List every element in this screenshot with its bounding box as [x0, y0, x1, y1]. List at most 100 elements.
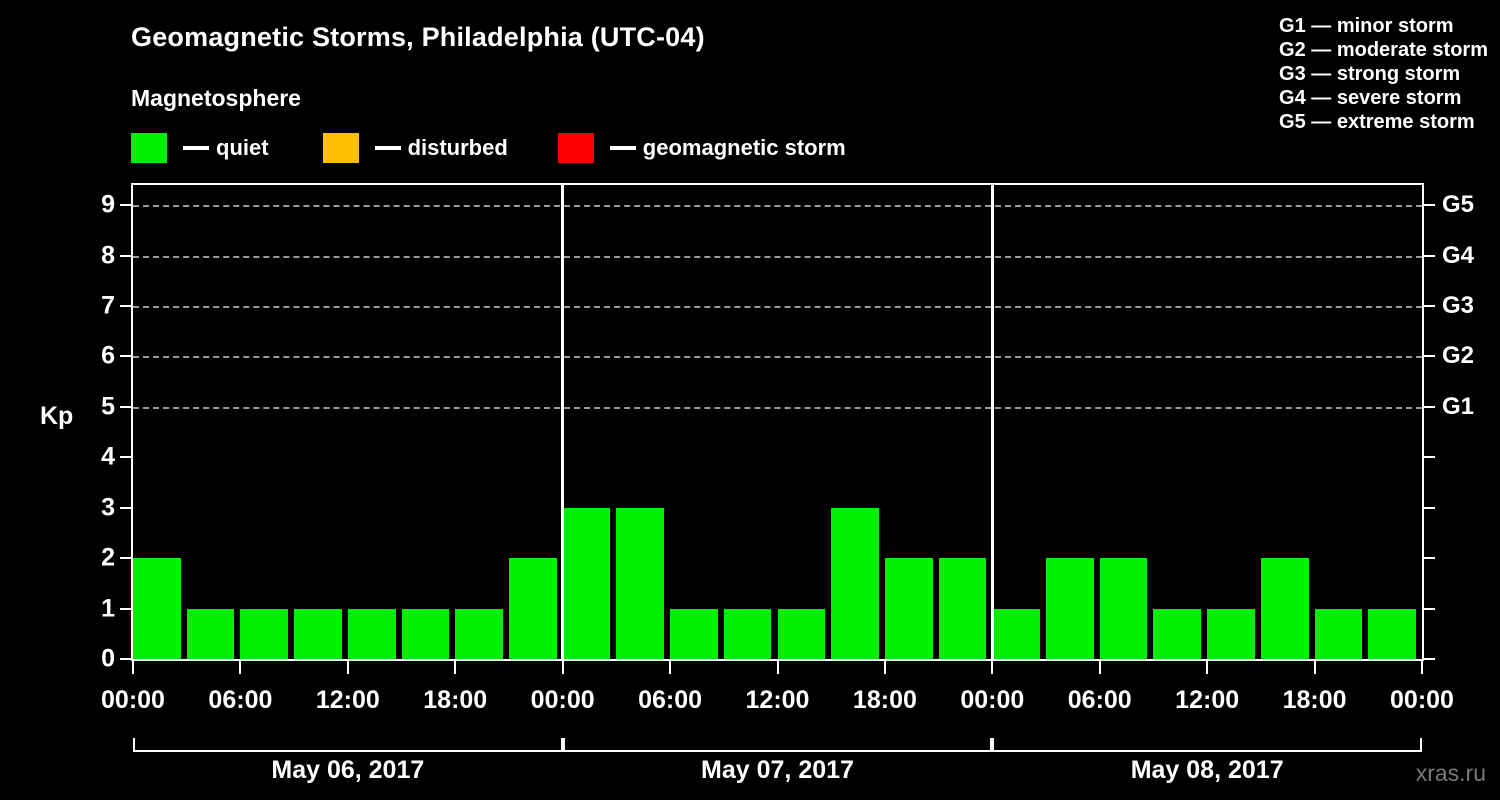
x-tick [561, 661, 564, 674]
g-legend-row-g2: G2 — moderate storm [1279, 39, 1488, 61]
bar [992, 608, 1041, 659]
day-divider [990, 185, 994, 659]
x-axis-label: 18:00 [423, 686, 488, 714]
y-tick-right [1424, 658, 1435, 660]
x-axis-label: 12:00 [745, 686, 810, 714]
y-tick [120, 355, 131, 358]
legend-label: quiet [216, 135, 269, 160]
gridline-kp-5 [133, 406, 1422, 409]
bar [1314, 608, 1363, 659]
legend-entry-disturbed: disturbed [322, 133, 508, 163]
date-bracket [562, 738, 993, 752]
y-axis-title: Kp [40, 402, 74, 430]
legend-label: geomagnetic storm [642, 135, 846, 160]
y-tick [120, 305, 131, 308]
gridline-kp-7 [133, 306, 1422, 309]
bar [884, 558, 933, 659]
x-tick [776, 661, 779, 674]
x-tick [1206, 661, 1209, 674]
y-axis-label-kp-2: 2 [101, 543, 115, 572]
legend-swatch-disturbed-icon [322, 133, 359, 163]
x-tick [669, 661, 672, 674]
legend-label: disturbed [407, 135, 508, 160]
y-axis-label-kp-0: 0 [101, 644, 115, 673]
gridline-kp-9 [133, 205, 1422, 208]
legend-entry-quiet: quiet [131, 133, 269, 163]
x-tick [239, 661, 242, 674]
y-tick-right [1424, 506, 1435, 509]
legend-dash-icon [183, 146, 209, 150]
g-legend-row-g3: G3 — strong storm [1279, 63, 1461, 85]
bar [455, 608, 503, 659]
g-axis-label-g2: G2 [1442, 342, 1475, 370]
date-label: May 06, 2017 [271, 756, 425, 784]
g-axis-label-g3: G3 [1442, 292, 1475, 320]
y-tick-right [1424, 456, 1435, 459]
y-axis-label-kp-6: 6 [101, 341, 115, 370]
x-tick [991, 661, 994, 674]
x-tick [1313, 661, 1316, 674]
bar [723, 608, 772, 659]
bar [240, 608, 289, 659]
y-tick [120, 254, 131, 257]
legend-entry-storm: geomagnetic storm [557, 133, 846, 163]
legend-swatch-storm-icon [557, 133, 594, 163]
g-legend-row-g5: G5 — extreme storm [1279, 111, 1475, 133]
g-axis-label-g1: G1 [1442, 392, 1475, 420]
bar [777, 608, 826, 659]
g-axis-label-g4: G4 [1442, 241, 1475, 269]
y-tick [120, 607, 131, 610]
y-tick [120, 506, 131, 509]
y-axis-label-kp-5: 5 [101, 392, 115, 421]
plot-area [131, 183, 1424, 661]
bar [831, 507, 879, 659]
legend-swatch-quiet-icon [131, 133, 167, 163]
x-axis-label: 00:00 [1390, 686, 1454, 714]
y-tick [120, 405, 131, 408]
gridline-kp-6 [133, 356, 1422, 359]
bar [1207, 608, 1255, 659]
y-axis-label-kp-1: 1 [101, 594, 115, 623]
y-tick-right [1424, 405, 1435, 408]
x-axis-label: 18:00 [1282, 686, 1347, 714]
y-tick [120, 456, 131, 459]
y-tick-right [1424, 204, 1435, 207]
bar [1046, 558, 1094, 659]
x-axis-label: 12:00 [315, 686, 380, 714]
x-tick [1098, 661, 1101, 674]
bar [938, 558, 987, 659]
bar [616, 507, 665, 659]
x-axis-label: 00:00 [101, 686, 165, 714]
y-tick-right [1424, 557, 1435, 560]
x-axis-label: 06:00 [208, 686, 273, 714]
color-legend: quiet disturbed geomagnetic storm [131, 133, 846, 163]
x-axis-label: 06:00 [638, 686, 703, 714]
bar [347, 608, 396, 659]
g-scale-legend: G1 — minor storm G2 — moderate storm G3 — … [1279, 14, 1488, 134]
date-bracket [133, 738, 563, 752]
g-legend-row-g1: G1 — minor storm [1279, 15, 1454, 37]
x-tick [1421, 661, 1423, 674]
bar [670, 608, 718, 659]
x-axis-label: 00:00 [960, 686, 1025, 714]
day-divider [561, 185, 565, 659]
gridline-kp-8 [133, 255, 1422, 258]
y-axis-label-kp-3: 3 [101, 493, 115, 522]
subtitle-magnetosphere: Magnetosphere [131, 85, 301, 111]
bar [508, 558, 557, 659]
legend-dash-icon [609, 146, 636, 150]
x-axis-label: 06:00 [1067, 686, 1132, 714]
bar [1368, 608, 1416, 659]
x-axis-label: 12:00 [1175, 686, 1240, 714]
x-tick [346, 661, 349, 674]
date-label: May 07, 2017 [701, 756, 854, 784]
y-tick-right [1424, 305, 1435, 308]
y-axis-label-kp-8: 8 [101, 241, 115, 270]
y-axis-label-kp-9: 9 [101, 190, 115, 219]
bar [1099, 558, 1148, 659]
y-tick-right [1424, 355, 1435, 358]
y-tick-right [1424, 254, 1435, 257]
g-axis-label-g5: G5 [1442, 191, 1475, 219]
bar [401, 608, 450, 659]
bar [562, 507, 611, 659]
